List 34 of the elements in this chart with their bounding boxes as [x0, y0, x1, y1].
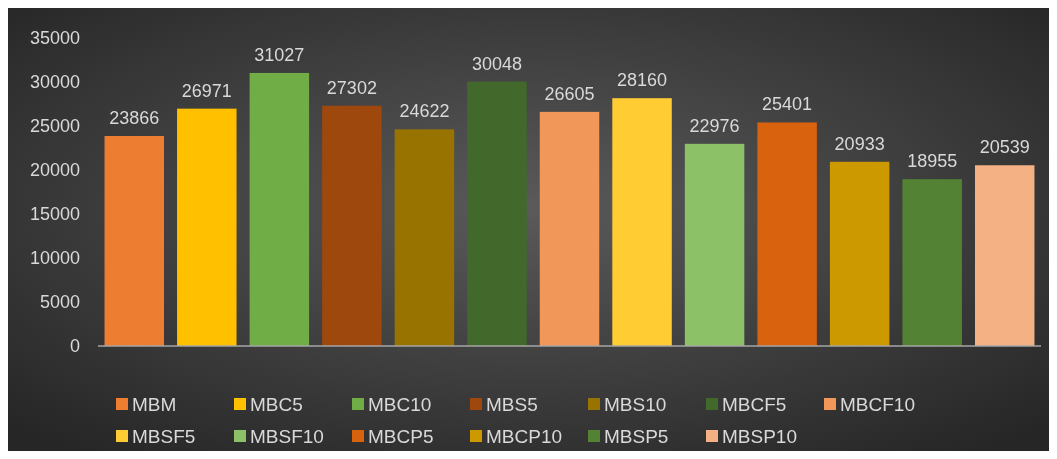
y-tick-label: 10000 [29, 248, 80, 269]
legend-label: MBSF10 [250, 425, 324, 447]
data-label: 18955 [907, 151, 958, 172]
legend-label: MBSP10 [722, 425, 797, 447]
y-tick-label: 25000 [29, 116, 80, 137]
legend-label: MBSP5 [604, 425, 669, 447]
data-label: 26971 [181, 80, 232, 101]
legend-label: MBC5 [250, 393, 303, 415]
data-label: 24622 [399, 101, 450, 122]
data-label: 22976 [689, 115, 740, 136]
data-label: 20933 [834, 133, 885, 154]
data-label: 31027 [254, 44, 305, 65]
legend-label: MBCP10 [486, 425, 563, 447]
legend-label: MBCF10 [840, 393, 915, 415]
legend-label: MBCF5 [722, 393, 787, 415]
data-label: 23866 [109, 107, 160, 128]
y-tick-label: 30000 [29, 72, 80, 93]
data-label: 27302 [326, 77, 377, 98]
data-label: 30048 [471, 53, 522, 74]
y-tick-label: 0 [69, 336, 80, 357]
legend-label: MBS5 [486, 393, 538, 415]
legend-label: MBM [132, 393, 177, 415]
y-tick-label: 35000 [29, 28, 80, 49]
legend-label: MBC10 [368, 393, 432, 415]
data-label: 25401 [762, 94, 813, 115]
y-tick-label: 5000 [39, 292, 80, 313]
data-label: 28160 [617, 70, 668, 91]
legend-label: MBCP5 [368, 425, 434, 447]
legend-label: MBS10 [604, 393, 667, 415]
data-label: 26605 [544, 83, 595, 104]
y-tick-label: 15000 [29, 204, 80, 225]
legend-label: MBSF5 [132, 425, 196, 447]
y-tick-label: 20000 [29, 160, 80, 181]
data-label: 20539 [979, 137, 1030, 158]
